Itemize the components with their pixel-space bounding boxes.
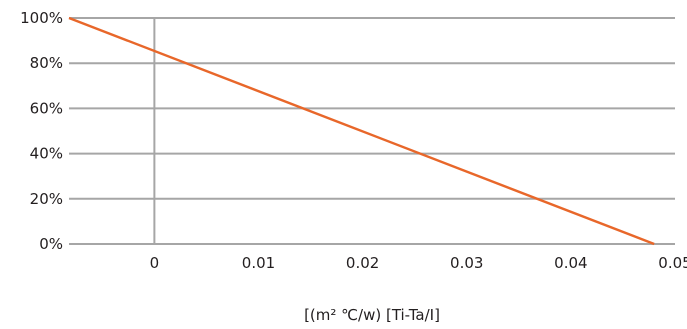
x-tick-label: 0.05 bbox=[658, 254, 687, 272]
x-tick-label: 0.04 bbox=[554, 254, 587, 272]
x-tick-label: 0.01 bbox=[242, 254, 275, 272]
y-tick-label: 40% bbox=[30, 145, 63, 163]
series-line bbox=[68, 16, 655, 246]
x-axis-label: [(m² ℃/w) [Ti-Ta/I] bbox=[304, 306, 440, 324]
x-tick-label: 0.02 bbox=[346, 254, 379, 272]
y-tick-label: 20% bbox=[30, 190, 63, 208]
x-tick-labels: 0 0.01 0.02 0.03 0.04 0.05 bbox=[150, 254, 687, 272]
y-tick-label: 60% bbox=[30, 99, 63, 117]
y-tick-label: 0% bbox=[39, 235, 63, 253]
grid-lines bbox=[69, 17, 675, 245]
y-tick-labels: 0% 20% 40% 60% 80% 100% bbox=[20, 9, 63, 253]
series-layer bbox=[68, 16, 655, 246]
y-tick-label: 100% bbox=[20, 9, 63, 27]
x-tick-label: 0 bbox=[150, 254, 160, 272]
y-tick-label: 80% bbox=[30, 54, 63, 72]
x-tick-label: 0.03 bbox=[450, 254, 483, 272]
